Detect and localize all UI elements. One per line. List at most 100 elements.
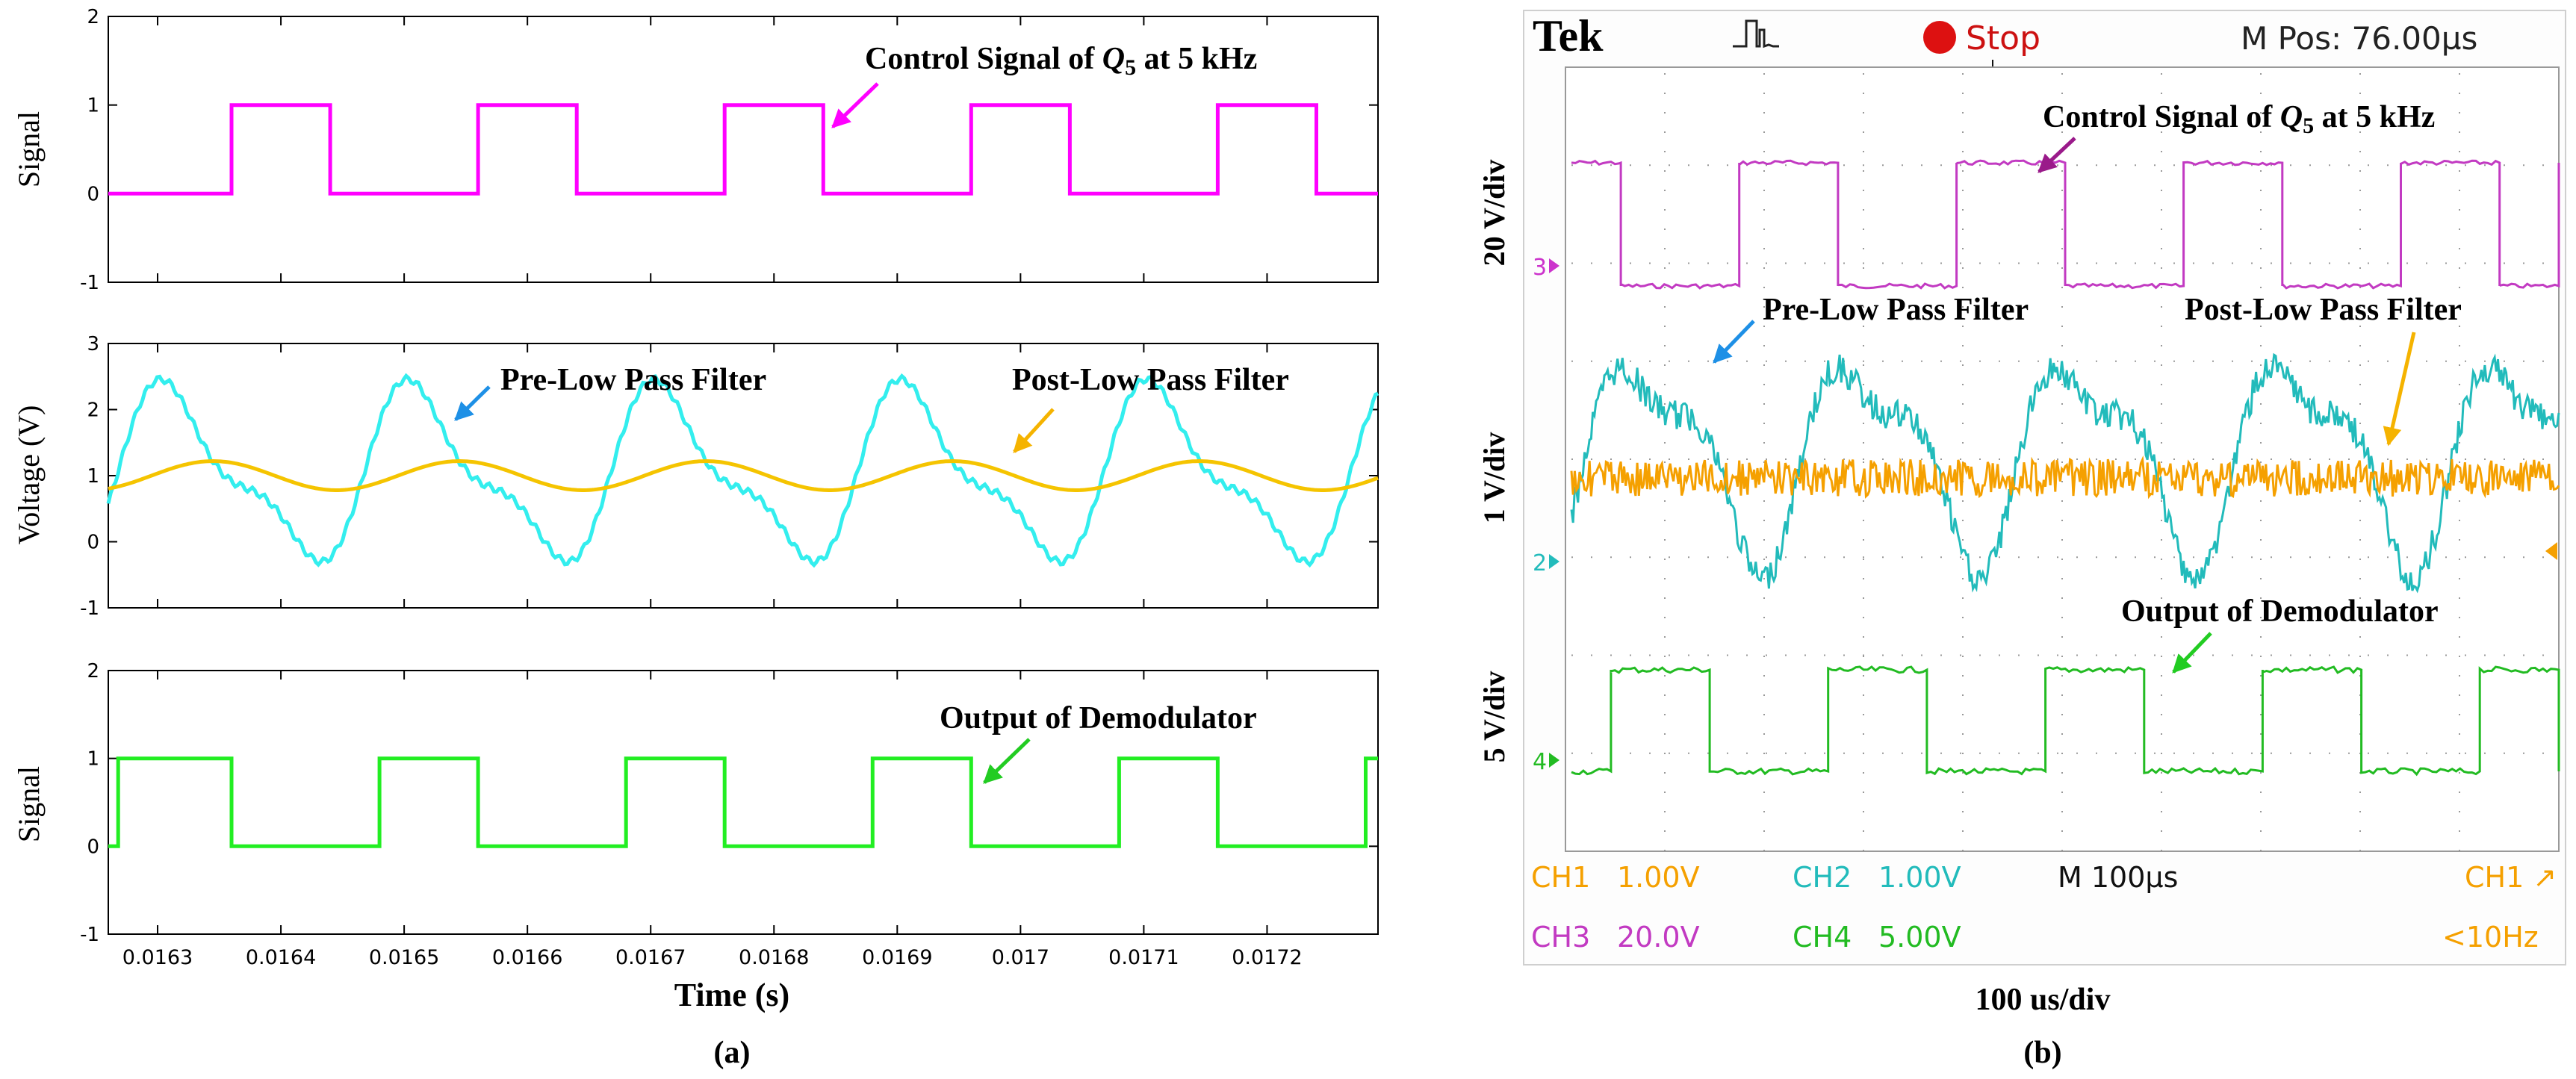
grid-dot: [2542, 360, 2544, 362]
grid-dot: [1962, 636, 1964, 638]
plot3-ylabel: Signal: [12, 766, 46, 842]
grid-dot: [2329, 164, 2330, 167]
grid-dot: [2260, 306, 2262, 308]
grid-dot: [2061, 792, 2063, 793]
grid-dot: [2135, 360, 2136, 362]
grid-dot: [1766, 458, 1767, 460]
output-of-demodulator-line: [108, 756, 1378, 848]
grid-dot: [2387, 360, 2389, 362]
grid-dot: [2193, 458, 2194, 460]
grid-dot: [2173, 556, 2175, 559]
grid-dot: [2260, 617, 2262, 618]
grid-dot: [1669, 556, 1670, 559]
grid-dot: [1785, 164, 1787, 167]
grid-dot: [1999, 654, 2000, 656]
grid-dot: [2161, 93, 2162, 94]
grid-dot: [2173, 360, 2175, 362]
grid-dot: [1902, 458, 1903, 460]
grid-dot: [1863, 500, 1864, 502]
grid-dot: [1804, 360, 1806, 362]
grid-dot: [1902, 360, 1903, 362]
grid-dot: [2504, 360, 2505, 362]
grid-dot: [2061, 559, 2063, 560]
grid-dot: [1863, 811, 1864, 812]
grid-dot: [1843, 164, 1845, 167]
grid-dot: [2459, 500, 2460, 502]
grid-dot: [2359, 364, 2361, 366]
grid-dot: [1707, 458, 1709, 460]
grid-dot: [1863, 360, 1864, 362]
grid-dot: [1763, 539, 1765, 541]
grid-dot: [1962, 403, 1964, 405]
grid-dot: [2271, 556, 2272, 559]
grid-dot: [2161, 384, 2162, 385]
grid-dot: [2459, 772, 2460, 774]
grid-dot: [2251, 556, 2253, 559]
grid-dot: [1962, 539, 1964, 541]
grid-dot: [1863, 850, 1864, 851]
grid-dot: [2161, 792, 2162, 793]
grid-dot: [2057, 654, 2058, 656]
stop-icon: [1923, 21, 1956, 54]
grid-dot: [2232, 360, 2233, 362]
plot2-ylabel: Voltage (V): [12, 405, 46, 545]
plot3-annotation: Output of Demodulator: [940, 701, 1257, 736]
grid-dot: [2459, 753, 2460, 754]
grid-dot: [1688, 654, 1689, 656]
grid-dot: [2459, 326, 2460, 327]
scope-ch3-trace: [1571, 159, 2560, 290]
grid-dot: [1664, 656, 1666, 657]
grid-dot: [1630, 262, 1631, 264]
grid-dot: [1960, 164, 1961, 167]
scope-arrow-post: [2383, 332, 2416, 447]
grid-dot: [1669, 654, 1670, 656]
grid-dot: [2212, 654, 2214, 656]
grid-dot: [2445, 360, 2447, 362]
grid-dot: [1863, 112, 1864, 114]
grid-dot: [1962, 345, 1964, 346]
grid-dot: [2061, 772, 2063, 774]
grid-dot: [1727, 654, 1728, 656]
grid-dot: [2359, 209, 2361, 211]
grid-dot: [2061, 636, 2063, 638]
grid-dot: [1962, 170, 1964, 172]
grid-dot: [1707, 164, 1709, 167]
grid-dot: [2459, 830, 2460, 832]
grid-dot: [2465, 752, 2466, 754]
grid-dot: [2161, 694, 2162, 696]
grid-dot: [1610, 164, 1612, 167]
grid-dot: [2260, 73, 2262, 75]
grid-dot: [1863, 209, 1864, 211]
grid-dot: [2271, 262, 2272, 264]
grid-dot: [2161, 753, 2162, 754]
grid-dot: [2359, 617, 2361, 618]
grid-dot: [1664, 73, 1666, 75]
grid-dot: [2212, 360, 2214, 362]
grid-dot: [1571, 458, 1573, 460]
grid-dot: [2309, 556, 2311, 559]
grid-dot: [2193, 752, 2194, 754]
grid-dot: [2260, 442, 2262, 444]
grid-dot: [2465, 458, 2466, 460]
grid-dot: [2459, 209, 2460, 211]
grid-dot: [1863, 461, 1864, 463]
grid-dot: [1863, 267, 1864, 269]
grid-dot: [2037, 360, 2039, 362]
grid-dot: [2309, 752, 2311, 754]
grid-dot: [1863, 481, 1864, 482]
grid-dot: [2459, 364, 2460, 366]
grid-dot: [2359, 753, 2361, 754]
grid-dot: [2465, 164, 2466, 167]
grid-dot: [1664, 403, 1666, 405]
control-signal-q5-line: [108, 103, 1378, 196]
grid-dot: [1763, 656, 1765, 657]
grid-dot: [2359, 578, 2361, 579]
grid-dot: [1610, 654, 1612, 656]
grid-dot: [1921, 262, 1922, 264]
grid-dot: [1763, 364, 1765, 366]
grid-dot: [2329, 458, 2330, 460]
scope-readout: CH1 1.00V CH2 1.00V M 100µs CH1 ↗ CH3 20…: [1531, 861, 2557, 954]
ch4-marker-arrow: [1549, 753, 1559, 768]
grid-dot: [1763, 248, 1765, 249]
grid-dot: [2523, 654, 2524, 656]
